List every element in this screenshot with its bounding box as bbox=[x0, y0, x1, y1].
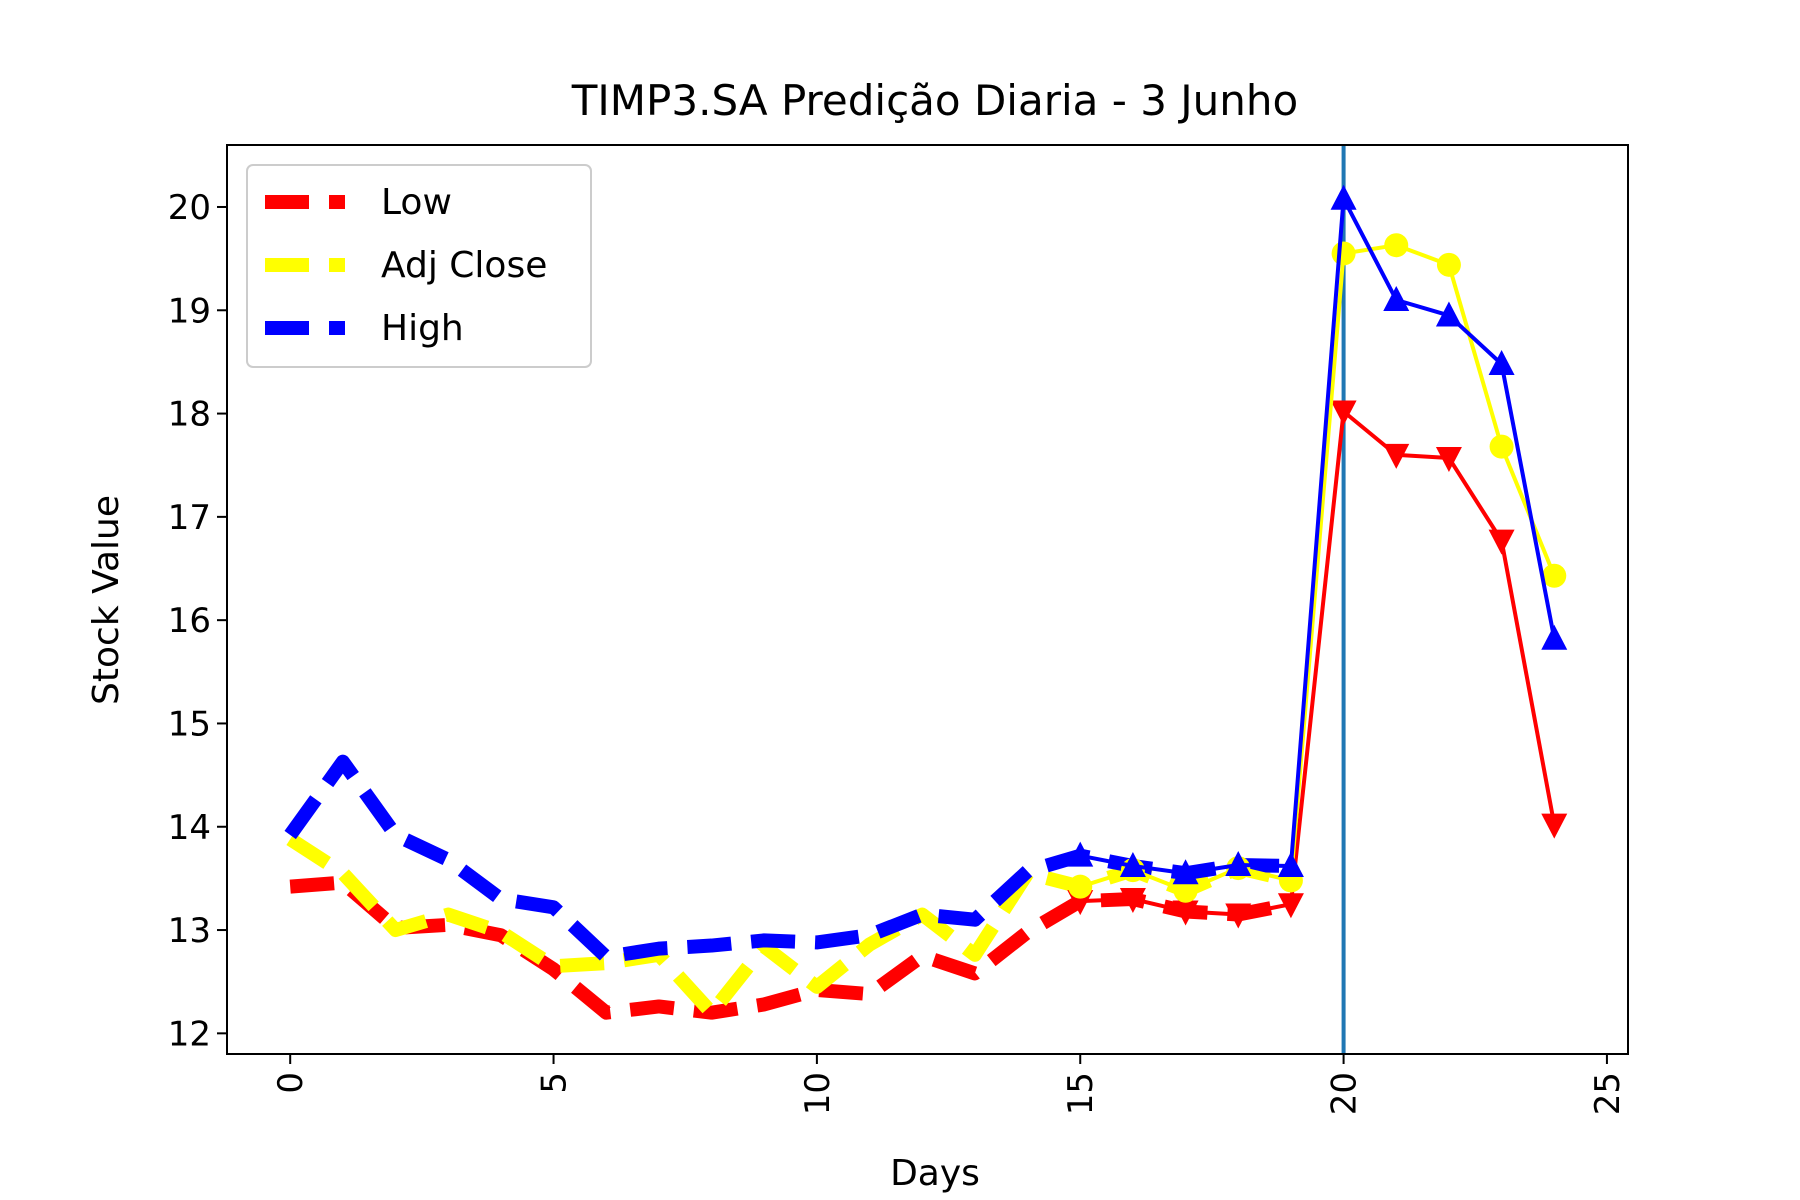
x-tick-label-20: 20 bbox=[1325, 1072, 1365, 1115]
data-point-adj-close-20 bbox=[1331, 241, 1356, 266]
y-tick-label-15: 15 bbox=[168, 704, 211, 744]
data-point-low-21 bbox=[1383, 443, 1410, 469]
data-point-high-18 bbox=[1225, 850, 1252, 876]
data-point-low-17 bbox=[1172, 900, 1199, 926]
y-tick-label-16: 16 bbox=[168, 601, 211, 641]
data-point-high-24 bbox=[1541, 624, 1568, 650]
y-tick-label-13: 13 bbox=[168, 911, 211, 951]
x-tick-label-10: 10 bbox=[798, 1072, 838, 1115]
x-axis-label: Days bbox=[890, 1153, 980, 1194]
data-point-low-20 bbox=[1330, 400, 1357, 426]
data-point-low-18 bbox=[1225, 903, 1252, 929]
y-tick-label-14: 14 bbox=[168, 808, 211, 848]
legend-label-high: High bbox=[381, 308, 464, 349]
y-tick-label-18: 18 bbox=[168, 395, 211, 435]
data-point-high-20 bbox=[1330, 184, 1357, 210]
data-point-adj-close-24 bbox=[1542, 563, 1567, 588]
data-point-high-19 bbox=[1277, 852, 1304, 878]
y-tick-label-20: 20 bbox=[168, 188, 211, 228]
data-point-high-21 bbox=[1383, 285, 1410, 311]
data-point-adj-close-22 bbox=[1436, 252, 1461, 277]
data-point-adj-close-21 bbox=[1384, 233, 1409, 258]
data-point-low-19 bbox=[1277, 893, 1304, 919]
data-point-low-22 bbox=[1435, 446, 1462, 472]
legend-label-adj-close: Adj Close bbox=[381, 245, 547, 286]
data-point-high-23 bbox=[1488, 349, 1515, 375]
data-point-low-23 bbox=[1488, 529, 1515, 555]
legend-box bbox=[246, 164, 592, 368]
series-line-low-predicted bbox=[1080, 409, 1557, 917]
data-point-high-15 bbox=[1067, 841, 1094, 867]
x-tick-label-25: 25 bbox=[1588, 1072, 1628, 1115]
data-point-high-17 bbox=[1172, 859, 1199, 885]
plot-frame bbox=[226, 144, 1629, 1055]
data-point-low-24 bbox=[1541, 813, 1568, 839]
data-point-low-16 bbox=[1119, 888, 1146, 914]
x-tick-label-0: 0 bbox=[271, 1072, 311, 1094]
legend: Low Adj Close High bbox=[246, 164, 592, 368]
chart-title: TIMP3.SA Predição Diaria - 3 Junho bbox=[571, 76, 1298, 125]
legend-label-low: Low bbox=[381, 182, 452, 223]
series-line-adj-close-predicted bbox=[1079, 243, 1557, 893]
y-axis-label: Stock Value bbox=[86, 495, 127, 705]
data-point-high-22 bbox=[1435, 301, 1462, 327]
data-point-high-16 bbox=[1119, 852, 1146, 878]
data-point-adj-close-15 bbox=[1068, 874, 1093, 899]
y-tick-label-17: 17 bbox=[168, 498, 211, 538]
data-point-adj-close-17 bbox=[1173, 878, 1198, 903]
data-point-adj-close-23 bbox=[1489, 434, 1514, 459]
x-tick-label-15: 15 bbox=[1061, 1072, 1101, 1115]
y-tick-label-19: 19 bbox=[168, 291, 211, 331]
y-tick-label-12: 12 bbox=[168, 1014, 211, 1054]
x-tick-label-5: 5 bbox=[535, 1072, 575, 1094]
series-line-high-predicted bbox=[1079, 196, 1557, 876]
